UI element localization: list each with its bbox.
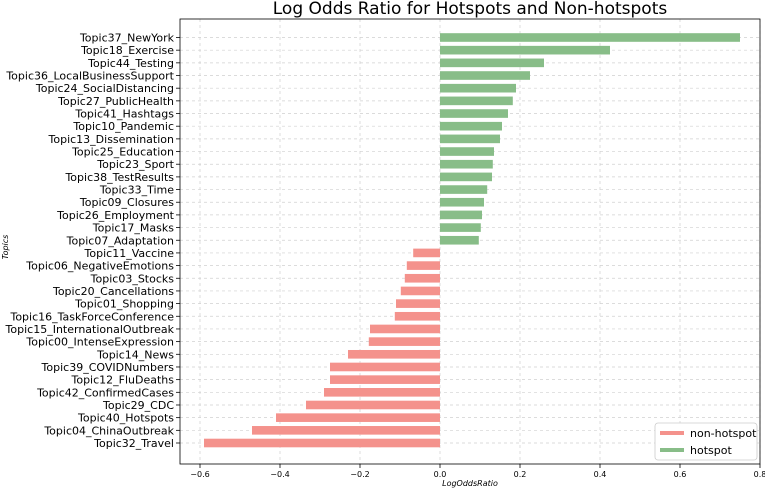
y-tick-label: Topic06_NegativeEmotions <box>25 260 174 273</box>
y-tick-label: Topic17_Masks <box>92 222 174 235</box>
bar-topic27-publichealth <box>440 96 513 106</box>
bar-topic37-newyork <box>440 33 740 42</box>
x-tick-label: 0.8 <box>754 470 765 479</box>
bar-topic39-covidnumbers <box>330 362 440 372</box>
bar-topic07-adaptation <box>440 235 479 245</box>
bar-topic44-testing <box>440 58 544 68</box>
y-tick-label: Topic23_Sport <box>96 158 174 171</box>
y-tick-label: Topic39_COVIDNumbers <box>41 361 175 374</box>
x-tick-label: 0.4 <box>594 470 607 479</box>
y-tick-label: Topic16_TaskForceConference <box>9 310 174 323</box>
y-tick-label: Topic38_TestResults <box>64 171 174 184</box>
y-tick-label: Topic18_Exercise <box>80 44 174 57</box>
bar-topic38-testresults <box>440 172 492 182</box>
y-tick-label: Topic26_Employment <box>56 209 175 222</box>
y-tick-label: Topic32_Travel <box>93 437 174 450</box>
bar-topic32-travel <box>204 438 440 448</box>
x-tick-label: −0.6 <box>190 470 209 479</box>
bar-topic40-hotspots <box>276 413 440 422</box>
y-tick-label: Topic13_Dissemination <box>48 133 175 146</box>
x-tick-label: 0.6 <box>674 470 687 479</box>
y-tick-label: Topic01_Shopping <box>74 298 174 311</box>
y-tick-label: Topic10_Pandemic <box>72 120 174 133</box>
bar-topic03-stocks <box>404 273 440 283</box>
bar-topic41-hashtags <box>440 109 508 118</box>
y-tick-label: Topic04_ChinaOutbreak <box>43 424 174 437</box>
y-tick-label: Topic42_ConfirmedCases <box>36 386 174 399</box>
y-axis-label: Topics <box>1 235 10 260</box>
bars <box>204 33 740 448</box>
bar-topic23-sport <box>440 159 493 169</box>
y-tick-label: Topic36_LocalBusinessSupport <box>5 70 174 83</box>
x-tick-label: −0.2 <box>350 470 369 479</box>
y-tick-label: Topic41_Hashtags <box>74 108 174 121</box>
bar-topic06-negativeemotions <box>406 261 440 270</box>
bar-topic11-vaccine <box>413 248 440 258</box>
legend-label-non-hotspot: non-hotspot <box>690 427 757 440</box>
bar-topic33-time <box>440 185 488 194</box>
bar-topic25-education <box>440 147 494 156</box>
y-tick-label: Topic12_FluDeaths <box>70 374 174 387</box>
y-tick-label: Topic00_IntenseExpression <box>25 336 174 349</box>
bar-topic26-employment <box>440 210 482 220</box>
chart-title: Log Odds Ratio for Hotspots and Non-hots… <box>273 0 668 19</box>
plot-frame <box>179 18 761 465</box>
y-tick-label: Topic44_Testing <box>87 57 174 70</box>
y-tick-label: Topic37_NewYork <box>79 32 175 45</box>
y-tick-labels: Topic37_NewYorkTopic18_ExerciseTopic44_T… <box>5 32 180 450</box>
y-tick-label: Topic25_Education <box>71 146 174 159</box>
y-tick-label: Topic40_Hotspots <box>77 412 174 425</box>
y-tick-label: Topic14_News <box>96 348 174 361</box>
bar-topic29-cdc <box>306 400 440 410</box>
bar-topic16-taskforceconference <box>394 311 440 321</box>
bar-topic42-confirmedcases <box>324 388 440 397</box>
bar-topic20-cancellations <box>400 286 440 296</box>
y-tick-label: Topic27_PublicHealth <box>57 95 174 108</box>
y-tick-label: Topic33_Time <box>99 184 174 197</box>
y-tick-label: Topic11_Vaccine <box>84 247 175 260</box>
bar-topic12-fludeaths <box>330 375 440 384</box>
legend: non-hotspot hotspot <box>654 422 758 461</box>
bar-topic36-localbusinesssupport <box>440 71 530 80</box>
bar-topic09-closures <box>440 197 484 207</box>
y-tick-label: Topic07_Adaptation <box>66 234 174 247</box>
x-tick-label: −0.4 <box>270 470 289 479</box>
bar-topic01-shopping <box>396 299 440 308</box>
bar-topic24-socialdistancing <box>440 83 516 93</box>
x-axis-label: LogOddsRatio <box>442 479 498 488</box>
bar-topic15-internationaloutbreak <box>370 324 440 334</box>
bar-topic04-chinaoutbreak <box>252 426 440 435</box>
y-tick-label: Topic09_Closures <box>79 196 174 209</box>
bar-topic13-dissemination <box>440 134 500 144</box>
x-tick-label: 0.0 <box>434 470 447 479</box>
y-tick-label: Topic15_InternationalOutbreak <box>5 323 175 336</box>
legend-label-hotspot: hotspot <box>690 444 732 457</box>
bar-topic18-exercise <box>440 45 610 55</box>
y-tick-label: Topic20_Cancellations <box>52 285 174 298</box>
x-tick-labels: −0.6 −0.4 −0.2 0.0 0.2 0.4 0.6 0.8 <box>190 464 765 479</box>
bar-topic17-masks <box>440 223 481 232</box>
y-tick-label: Topic29_CDC <box>102 399 174 412</box>
y-tick-label: Topic24_SocialDistancing <box>35 82 174 95</box>
bar-topic00-intenseexpression <box>368 337 440 346</box>
y-tick-label: Topic03_Stocks <box>90 272 175 285</box>
bar-topic10-pandemic <box>440 121 502 131</box>
bar-topic14-news <box>348 349 440 359</box>
x-tick-label: 0.2 <box>514 470 527 479</box>
